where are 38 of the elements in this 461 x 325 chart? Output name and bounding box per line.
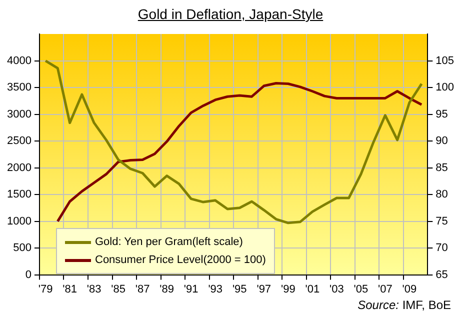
x-tick-label: '91: [184, 283, 198, 296]
y2-tick-label: 75: [436, 215, 448, 228]
y-tick-label: 1000: [6, 215, 32, 228]
x-tick-label: '79: [38, 283, 53, 296]
x-tick-label: '97: [256, 283, 272, 296]
x-tick-label: '85: [111, 283, 126, 296]
y-tick-label: 2500: [6, 135, 32, 148]
x-tick-label: '95: [232, 283, 247, 296]
x-tick-label: '87: [135, 283, 150, 296]
x-tick-label: '81: [62, 283, 77, 296]
x-tick-label: '03: [329, 283, 344, 296]
y2-tick-label: 90: [436, 135, 448, 148]
legend-label: Consumer Price Level(2000 = 100): [95, 254, 266, 266]
y-tick-label: 3500: [6, 82, 32, 94]
y-tick-label: 1500: [6, 188, 32, 201]
y-tick-label: 0: [25, 268, 32, 281]
y2-tick-label: 70: [436, 242, 448, 254]
x-tick-label: '93: [208, 283, 223, 296]
x-tick-label: '07: [378, 283, 392, 296]
x-tick-label: '83: [86, 283, 102, 296]
x-tick-label: '09: [402, 283, 417, 296]
y2-tick-label: 105: [436, 54, 454, 67]
y2-tick-label: 95: [436, 108, 448, 120]
x-tick-label: '05: [354, 283, 368, 296]
legend-label: Gold: Yen per Gram(left scale): [95, 236, 243, 248]
y2-tick-label: 85: [436, 162, 448, 174]
x-tick-label: '01: [305, 283, 320, 296]
y-tick-label: 3000: [6, 108, 32, 120]
source-note: Source: IMF, BoE: [358, 298, 451, 312]
x-tick-label: '89: [160, 283, 174, 296]
y2-tick-label: 100: [436, 82, 454, 94]
chart-title: Gold in Deflation, Japan-Style: [136, 6, 324, 22]
y2-tick-label: 65: [436, 268, 448, 281]
y-tick-label: 4000: [6, 54, 32, 67]
y-tick-label: 2000: [6, 162, 32, 174]
y-tick-label: 500: [13, 242, 32, 254]
y2-tick-label: 80: [436, 188, 448, 201]
x-tick-label: '99: [280, 283, 296, 296]
